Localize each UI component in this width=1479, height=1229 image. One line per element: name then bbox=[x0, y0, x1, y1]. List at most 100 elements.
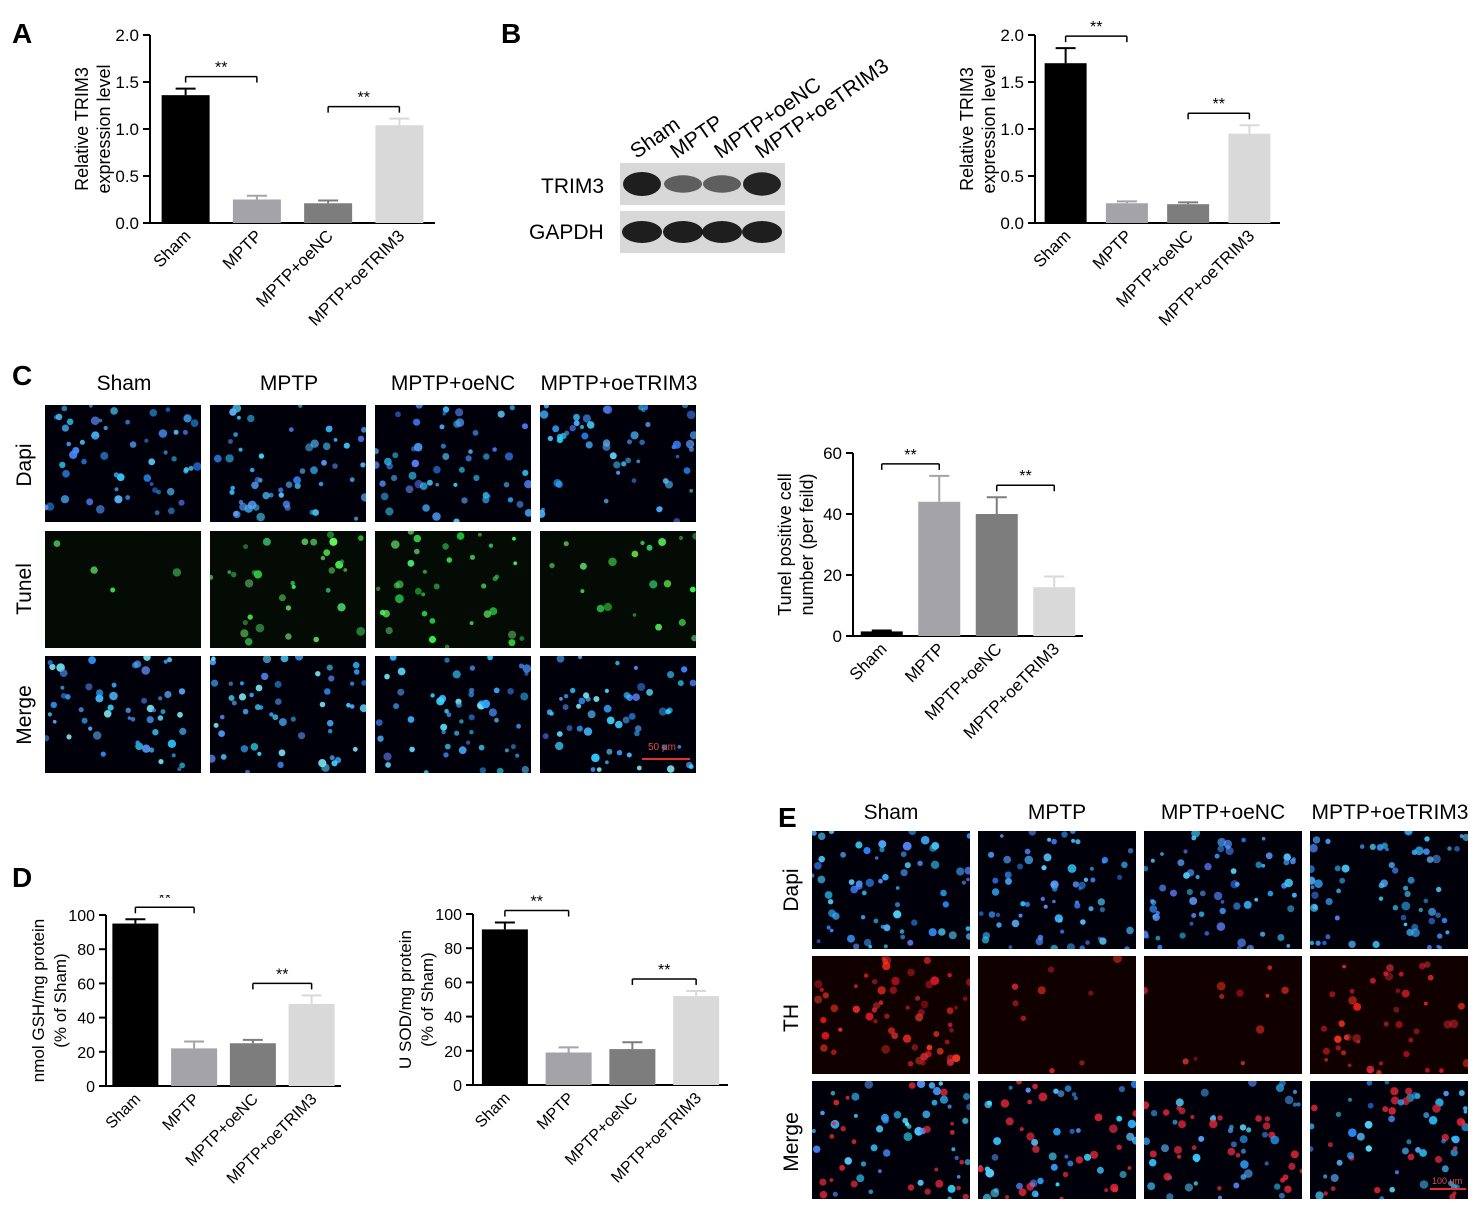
significance-label: ** bbox=[276, 966, 288, 983]
column-label: MPTP bbox=[259, 372, 319, 395]
significance-label: ** bbox=[1090, 20, 1102, 36]
bar bbox=[161, 95, 210, 223]
chart-c: 0 20 40 60 Tunel positive cell number (per fe… bbox=[775, 444, 1083, 743]
y-axis-label: Relative TRIM3 bbox=[72, 67, 92, 191]
chart-b: 0.0 0.5 1.0 1.5 2.0 Relative TRIM3 expression … bbox=[957, 20, 1280, 330]
significance-label: ** bbox=[159, 895, 171, 907]
microscopy-image bbox=[1144, 831, 1302, 949]
bar bbox=[1105, 203, 1148, 223]
y-tick-label: 100 bbox=[435, 907, 462, 924]
microscopy-image bbox=[1310, 1081, 1468, 1199]
y-tick-label: 0.0 bbox=[115, 214, 139, 233]
column-label: MPTP bbox=[1027, 801, 1087, 824]
microscopy-image bbox=[375, 656, 531, 773]
bar bbox=[304, 203, 353, 223]
column-label: Sham bbox=[863, 801, 919, 824]
y-axis-label: number (per feild) bbox=[797, 473, 817, 615]
bar bbox=[1228, 133, 1271, 223]
bar bbox=[1044, 63, 1087, 224]
microscopy-image bbox=[210, 656, 366, 773]
y-tick-label: 40 bbox=[77, 1011, 95, 1028]
row-label: Dapi bbox=[13, 443, 36, 487]
y-axis-label: nmol GSH/mg protein bbox=[29, 919, 48, 1082]
y-tick-label: 60 bbox=[444, 975, 462, 992]
bar bbox=[112, 923, 159, 1086]
microscopy-image bbox=[45, 405, 201, 522]
microscopy-image bbox=[812, 956, 970, 1074]
category-label: Sham bbox=[472, 1090, 514, 1132]
y-axis-label: (% of Sham) bbox=[418, 952, 437, 1046]
y-tick-label: 0.5 bbox=[115, 167, 139, 186]
y-axis-label: expression level bbox=[979, 64, 999, 193]
y-tick-label: 2.0 bbox=[1000, 26, 1024, 45]
microscopy-image bbox=[45, 656, 201, 773]
bar bbox=[673, 996, 720, 1085]
y-tick-label: 60 bbox=[823, 444, 842, 463]
y-tick-label: 20 bbox=[77, 1045, 95, 1062]
bar bbox=[975, 514, 1018, 636]
blot-image bbox=[620, 163, 785, 253]
microscopy-image bbox=[375, 405, 531, 522]
blot-band bbox=[664, 175, 702, 193]
microscopy-image bbox=[812, 831, 970, 949]
category-label: Sham bbox=[1030, 226, 1075, 271]
category-label: Sham bbox=[846, 639, 891, 684]
blot-band bbox=[703, 175, 741, 193]
category-label: MPTP bbox=[1089, 226, 1136, 273]
microscopy-image bbox=[540, 405, 696, 522]
microscopy-image bbox=[978, 1081, 1136, 1199]
significance-label: ** bbox=[904, 447, 916, 464]
category-label: Sham bbox=[103, 1091, 145, 1133]
bar bbox=[1167, 204, 1210, 223]
significance-label: ** bbox=[1213, 96, 1225, 113]
column-label: MPTP+oeTRIM3 bbox=[1311, 801, 1469, 824]
y-tick-label: 1.0 bbox=[1000, 120, 1024, 139]
bar bbox=[288, 1003, 335, 1086]
y-tick-label: 40 bbox=[444, 1010, 462, 1027]
scale-bar-label: 100 μm bbox=[1432, 1176, 1463, 1186]
microscopy-image bbox=[375, 531, 531, 648]
blot-band bbox=[663, 221, 703, 243]
y-tick-label: 20 bbox=[823, 566, 842, 585]
row-label: Tunel bbox=[13, 563, 36, 615]
category-label: MPTP bbox=[534, 1090, 577, 1133]
panel-letter-e: E bbox=[778, 802, 797, 833]
microscopy-image bbox=[540, 656, 696, 773]
y-tick-label: 40 bbox=[823, 505, 842, 524]
y-axis-label: Tunel positive cell bbox=[775, 473, 795, 615]
y-tick-label: 0.0 bbox=[1000, 214, 1024, 233]
y-axis-label: (% of Sham) bbox=[51, 953, 70, 1047]
panel-letter-b: B bbox=[501, 18, 522, 49]
y-tick-label: 100 bbox=[68, 908, 95, 925]
chart-d-gsh: 0 20 40 60 80 100 nmol GSH/mg protein (% of Sha… bbox=[29, 895, 341, 1187]
y-tick-label: 1.5 bbox=[1000, 73, 1024, 92]
blot-band-label-gapdh: GAPDH bbox=[529, 221, 604, 244]
y-axis-label: U SOD/mg protein bbox=[396, 930, 415, 1069]
bar bbox=[481, 929, 528, 1085]
row-label: Merge bbox=[780, 1112, 803, 1172]
microscopy-image bbox=[210, 405, 366, 522]
microscopy-image bbox=[812, 1081, 970, 1199]
bar bbox=[918, 501, 961, 636]
category-label: MPTP bbox=[901, 639, 948, 686]
y-tick-label: 80 bbox=[444, 941, 462, 958]
blot-band bbox=[743, 172, 781, 196]
bar bbox=[609, 1049, 656, 1085]
panel-letter-c: C bbox=[12, 360, 33, 391]
scale-bar bbox=[1430, 1188, 1466, 1190]
category-label: MPTP bbox=[159, 1091, 202, 1134]
scale-bar-label: 50 μm bbox=[648, 742, 676, 753]
microscopy-image bbox=[1310, 956, 1468, 1074]
blot-band bbox=[742, 221, 782, 243]
bar bbox=[860, 631, 903, 636]
y-tick-label: 0.5 bbox=[1000, 167, 1024, 186]
y-tick-label: 80 bbox=[77, 942, 95, 959]
y-tick-label: 0 bbox=[86, 1079, 95, 1096]
significance-label: ** bbox=[215, 60, 227, 77]
chart-a: 0.0 0.5 1.0 1.5 2.0 Relative TRIM3 expression … bbox=[72, 26, 435, 330]
microscopy-image bbox=[1144, 956, 1302, 1074]
row-label: Dapi bbox=[780, 868, 803, 912]
microscopy-image bbox=[978, 831, 1136, 949]
significance-label: ** bbox=[358, 90, 370, 107]
y-tick-label: 0 bbox=[833, 627, 842, 646]
